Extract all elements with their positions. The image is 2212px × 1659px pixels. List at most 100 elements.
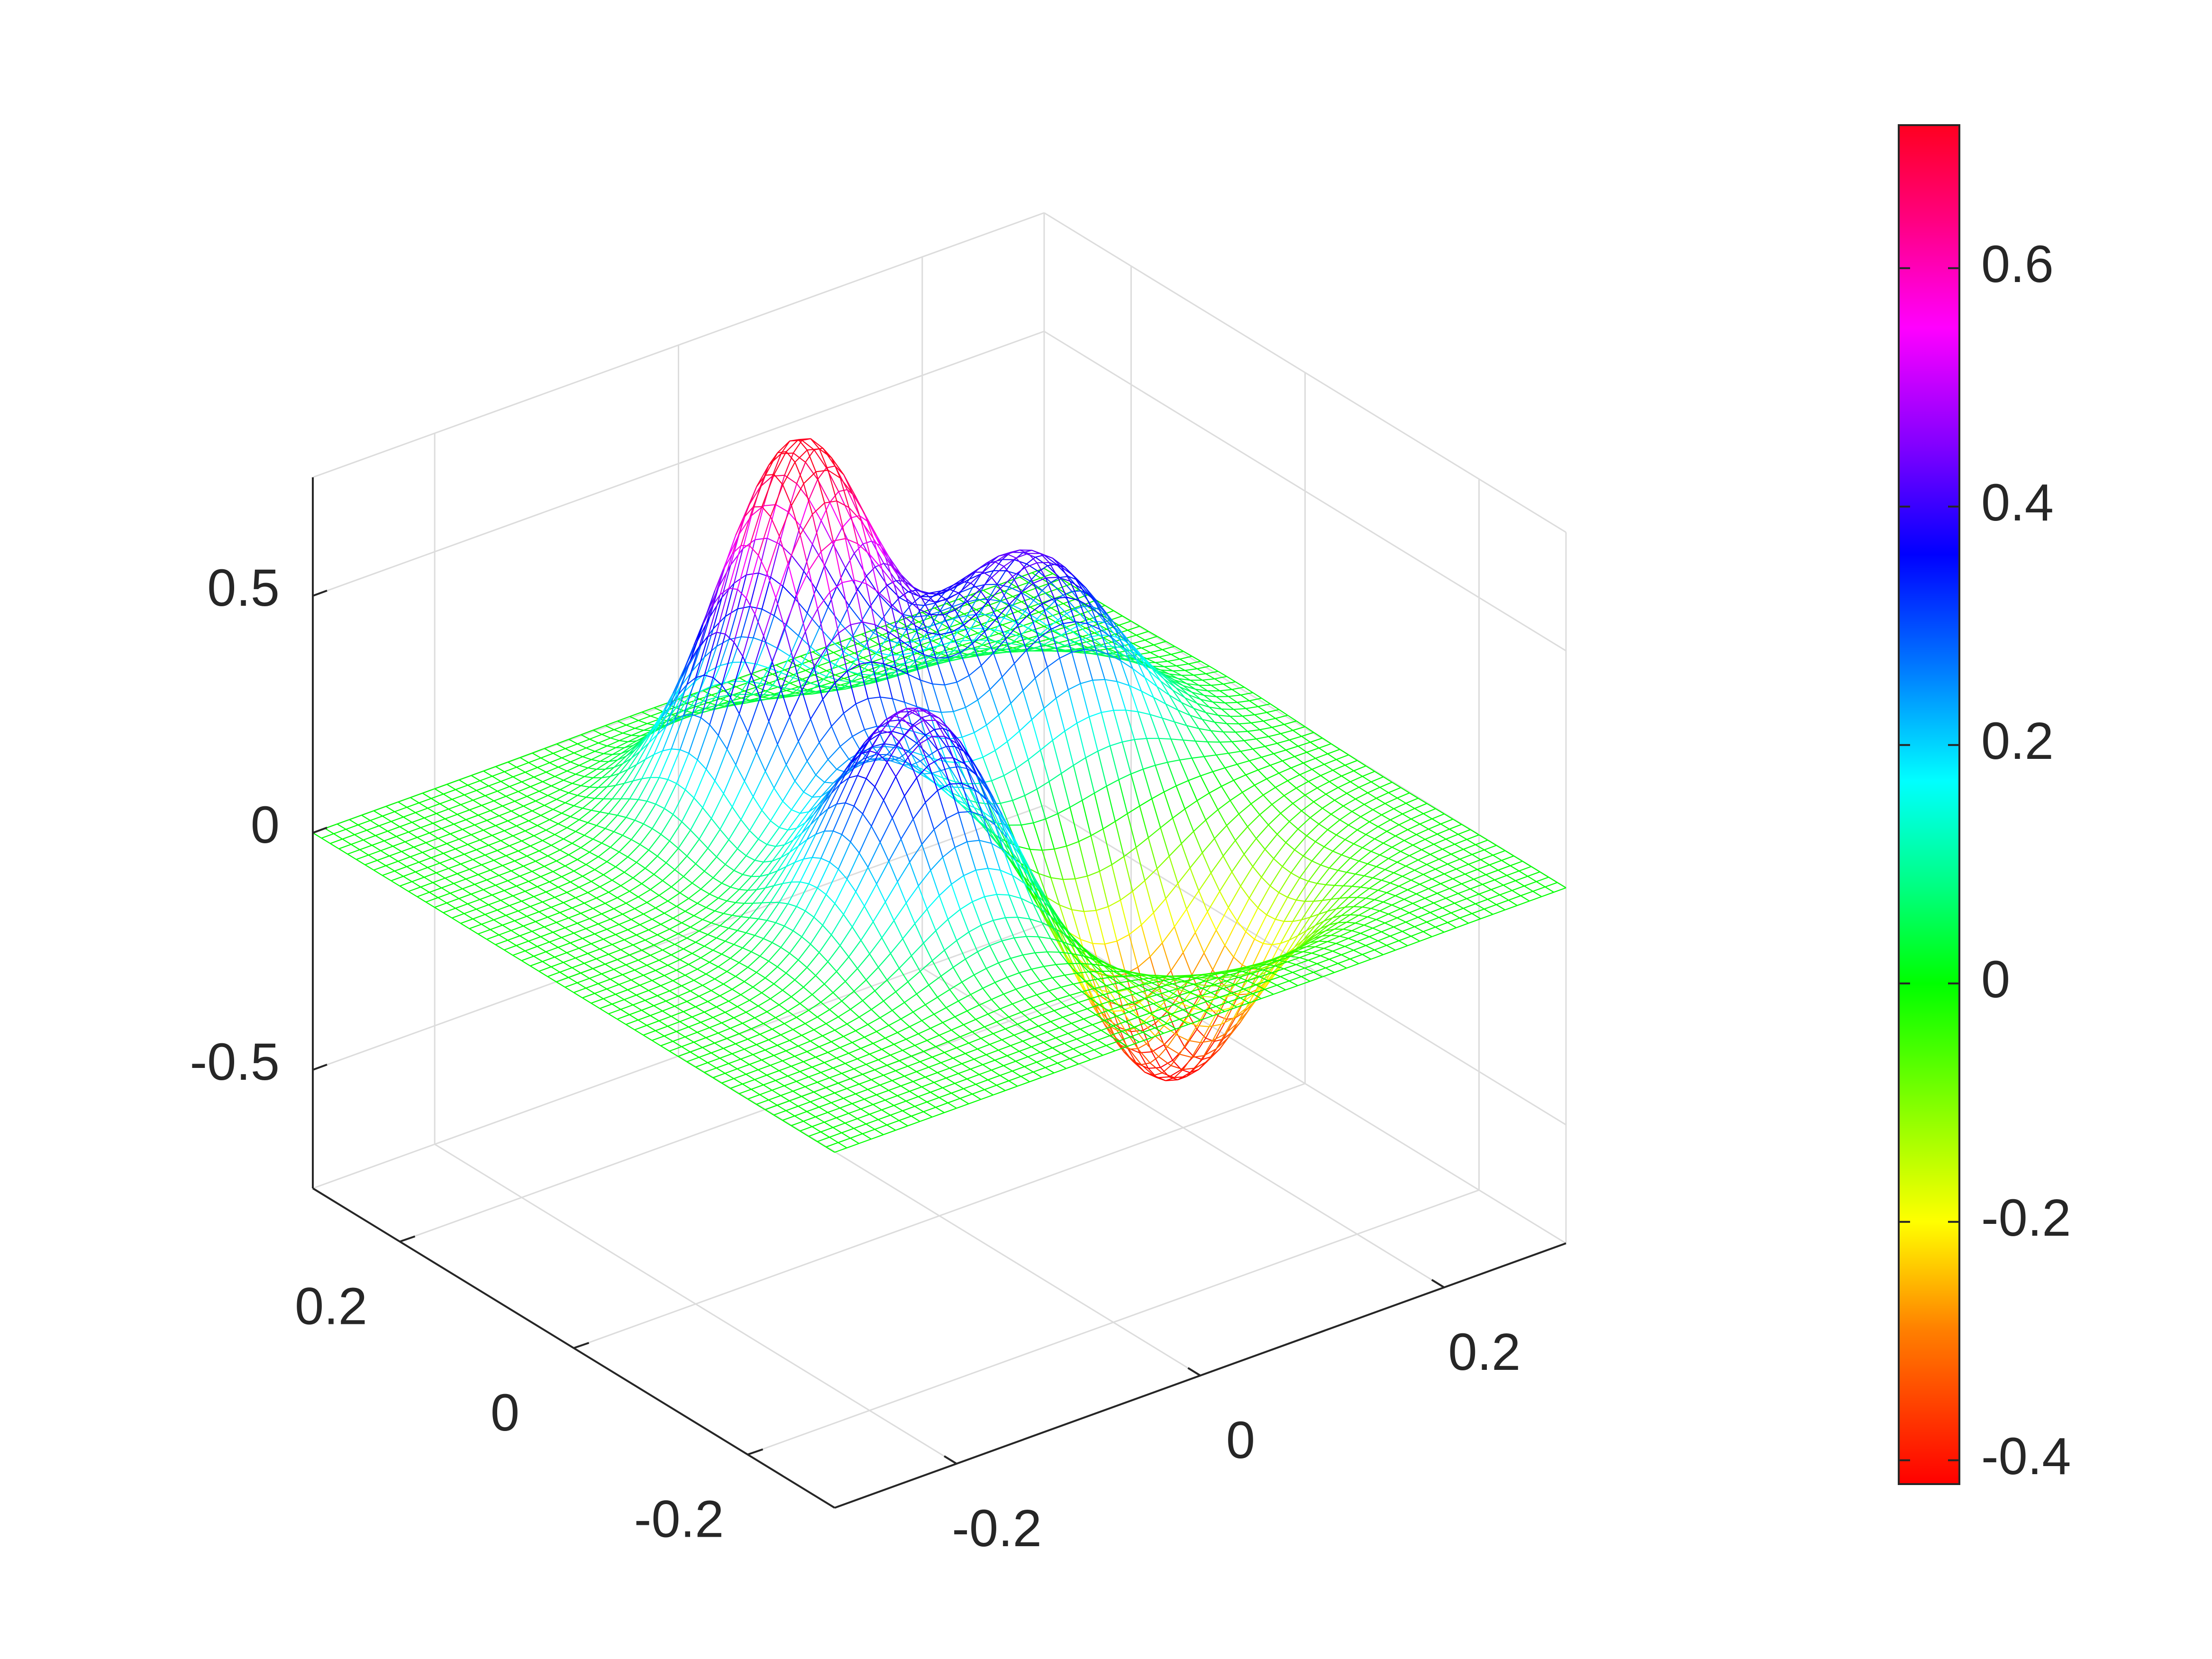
mesh-line <box>459 775 472 781</box>
mesh-line <box>904 724 914 735</box>
mesh-line <box>899 638 912 648</box>
mesh-line <box>573 752 583 757</box>
mesh-line <box>880 661 893 666</box>
mesh-line <box>563 838 573 844</box>
mesh-line <box>605 897 618 904</box>
mesh-line <box>446 898 459 904</box>
mesh-line <box>506 850 519 857</box>
mesh-line <box>1028 749 1041 760</box>
mesh-line <box>523 805 533 811</box>
mesh-line <box>919 736 933 744</box>
mesh-line <box>907 1121 920 1127</box>
mesh-line <box>742 1083 752 1090</box>
mesh-line <box>728 916 741 929</box>
mesh-line <box>624 862 637 873</box>
mesh-line <box>792 930 802 938</box>
mesh-line <box>579 765 588 769</box>
mesh-line <box>775 1011 788 1018</box>
mesh-line <box>502 860 515 866</box>
mesh-line <box>1026 650 1036 678</box>
mesh-line <box>738 1033 748 1040</box>
mesh-line <box>744 781 754 797</box>
mesh-line <box>653 1005 663 1012</box>
mesh-line <box>594 993 604 1000</box>
mesh-line <box>617 1019 627 1025</box>
mesh-line <box>813 894 827 918</box>
mesh-line <box>902 923 916 939</box>
mesh-line <box>944 940 957 951</box>
mesh-line <box>835 665 848 672</box>
mesh-line <box>873 632 886 640</box>
mesh-line <box>834 1092 844 1099</box>
mesh-line <box>956 654 969 657</box>
mesh-line <box>1022 690 1032 720</box>
mesh-line <box>712 864 726 878</box>
mesh-line <box>710 793 724 819</box>
mesh-line <box>790 439 799 442</box>
mesh-line <box>787 813 801 830</box>
mesh-line <box>785 959 799 974</box>
mesh-line <box>777 866 787 872</box>
mesh-line <box>920 656 930 665</box>
mesh-line <box>1095 621 1109 636</box>
mesh-line <box>756 752 766 772</box>
mesh-line <box>860 734 874 755</box>
mesh-line <box>1024 878 1038 904</box>
mesh-line <box>434 784 447 790</box>
mesh-line <box>519 875 529 882</box>
mesh-line <box>866 648 876 654</box>
mesh-line <box>981 648 991 654</box>
mesh-line <box>676 964 689 971</box>
mesh-line <box>784 828 797 846</box>
mesh-line <box>800 693 813 696</box>
mesh-line <box>646 959 659 966</box>
mesh-line <box>426 842 435 849</box>
mesh-line <box>612 747 625 755</box>
mesh-line <box>493 800 503 807</box>
mesh-line <box>986 962 999 969</box>
mesh-line <box>734 870 743 875</box>
mesh-line <box>608 753 621 762</box>
mesh-line <box>875 677 888 681</box>
mesh-line <box>1122 615 1132 622</box>
mesh-line <box>1020 592 1031 614</box>
mesh-line <box>377 860 386 866</box>
mesh-line <box>938 1097 948 1103</box>
mesh-line <box>942 847 956 858</box>
mesh-line <box>518 910 528 917</box>
mesh-line <box>765 977 774 984</box>
mesh-line <box>790 683 799 688</box>
mesh-line <box>848 1108 861 1114</box>
mesh-line <box>488 785 498 792</box>
mesh-line <box>697 968 707 975</box>
mesh-line <box>981 652 994 666</box>
mesh-line <box>342 834 355 840</box>
mesh-line <box>1003 842 1017 867</box>
mesh-line <box>619 758 632 774</box>
mesh-line <box>970 583 980 591</box>
mesh-line <box>546 766 559 773</box>
mesh-line <box>963 1088 973 1095</box>
mesh-line <box>490 929 500 936</box>
mesh-line <box>912 819 923 845</box>
mesh-line <box>904 734 917 744</box>
mesh-line <box>759 1094 769 1101</box>
mesh-line <box>431 853 444 858</box>
mesh-line <box>559 972 569 978</box>
mesh-line <box>761 506 771 517</box>
mesh-line <box>719 553 733 595</box>
mesh-line <box>828 803 837 810</box>
mesh-line <box>611 783 625 800</box>
mesh-line <box>632 759 646 781</box>
mesh-line <box>1003 617 1017 623</box>
mesh-line <box>1091 635 1100 638</box>
mesh-line <box>582 938 592 944</box>
mesh-line <box>572 907 581 914</box>
mesh-line <box>643 1030 656 1036</box>
mesh-line <box>446 784 456 790</box>
mesh-line <box>373 810 383 817</box>
mesh-line <box>608 954 618 960</box>
mesh-line <box>660 1045 670 1052</box>
mesh-line <box>641 754 655 779</box>
mesh-line <box>527 856 536 862</box>
